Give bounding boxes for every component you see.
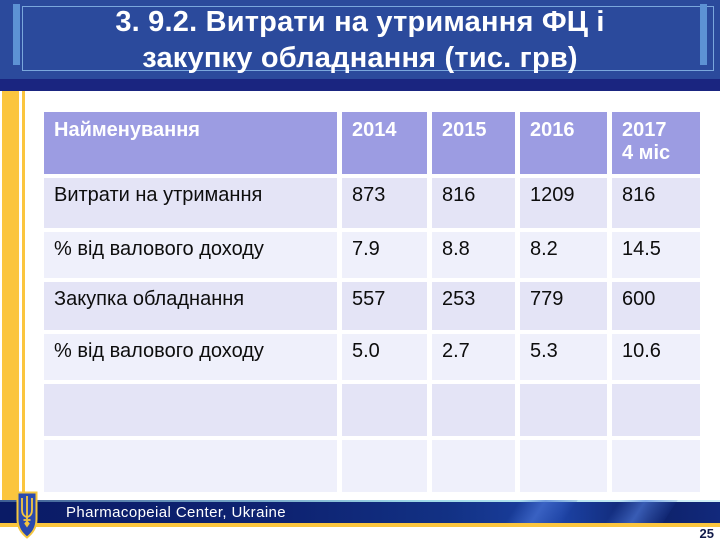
table-header-2014: 2014	[342, 112, 427, 174]
row-empty2-label	[44, 440, 337, 492]
title-underline-strip	[0, 79, 720, 91]
row-percent2-2017: 10.6	[612, 334, 700, 380]
row-maintenance-2016: 1209	[520, 178, 607, 228]
footer-org-name: Pharmacopeial Center, Ukraine	[66, 504, 287, 521]
row-percent1-2014: 7.9	[342, 232, 427, 278]
row-percent2-2015: 2.7	[432, 334, 515, 380]
row-empty2-c2	[432, 440, 515, 492]
page-number: 25	[699, 526, 714, 540]
row-empty1-label	[44, 384, 337, 436]
table-header-name: Найменування	[44, 112, 337, 174]
row-empty1-c1	[342, 384, 427, 436]
title-banner: 3. 9.2. Витрати на утримання ФЦ і закупк…	[0, 0, 720, 79]
row-empty2-c4	[612, 440, 700, 492]
footer-bar: Pharmacopeial Center, Ukraine	[0, 500, 720, 523]
row-maintenance-2014: 873	[342, 178, 427, 228]
table-header-2017: 2017 4 міс	[612, 112, 700, 174]
left-gold-bar	[2, 91, 19, 523]
row-equipment-2016: 779	[520, 282, 607, 330]
slide-title: 3. 9.2. Витрати на утримання ФЦ і закупк…	[0, 0, 720, 76]
row-maintenance-2015: 816	[432, 178, 515, 228]
title-accent-bar-left	[13, 4, 20, 65]
footer-swoosh-2	[600, 500, 682, 523]
footer-top-highlight	[0, 500, 720, 502]
footer-gold-stripe	[0, 523, 720, 527]
footer-swoosh-1	[500, 500, 582, 523]
row-empty1-c2	[432, 384, 515, 436]
row-empty2-c1	[342, 440, 427, 492]
title-border-frame	[22, 6, 714, 71]
table-header-2017-sub: 4 міс	[622, 142, 671, 164]
table-header-2016: 2016	[520, 112, 607, 174]
row-equipment-2014: 557	[342, 282, 427, 330]
row-empty1-c3	[520, 384, 607, 436]
slide-title-line2: закупку обладнання (тис. грв)	[142, 42, 578, 74]
row-equipment-label: Закупка обладнання	[44, 282, 337, 330]
row-percent1-2016: 8.2	[520, 232, 607, 278]
ukraine-trident-icon	[16, 491, 38, 539]
title-accent-bar-right	[700, 4, 707, 65]
table-header-2017-year: 2017	[622, 119, 667, 141]
row-empty1-c4	[612, 384, 700, 436]
row-percent1-2015: 8.8	[432, 232, 515, 278]
table-header-2015: 2015	[432, 112, 515, 174]
row-maintenance-label: Витрати на утримання	[44, 178, 337, 228]
row-percent2-2014: 5.0	[342, 334, 427, 380]
row-percent1-label: % від валового доходу	[44, 232, 337, 278]
row-maintenance-2017: 816	[612, 178, 700, 228]
row-empty2-c3	[520, 440, 607, 492]
row-percent2-2016: 5.3	[520, 334, 607, 380]
slide-title-line1: 3. 9.2. Витрати на утримання ФЦ і	[115, 6, 605, 38]
row-equipment-2017: 600	[612, 282, 700, 330]
row-percent1-2017: 14.5	[612, 232, 700, 278]
left-gold-thin-line	[22, 91, 25, 500]
row-equipment-2015: 253	[432, 282, 515, 330]
row-percent2-label: % від валового доходу	[44, 334, 337, 380]
expenses-table: Найменування 2014 2015 2016 2017 4 міс В…	[44, 112, 700, 492]
